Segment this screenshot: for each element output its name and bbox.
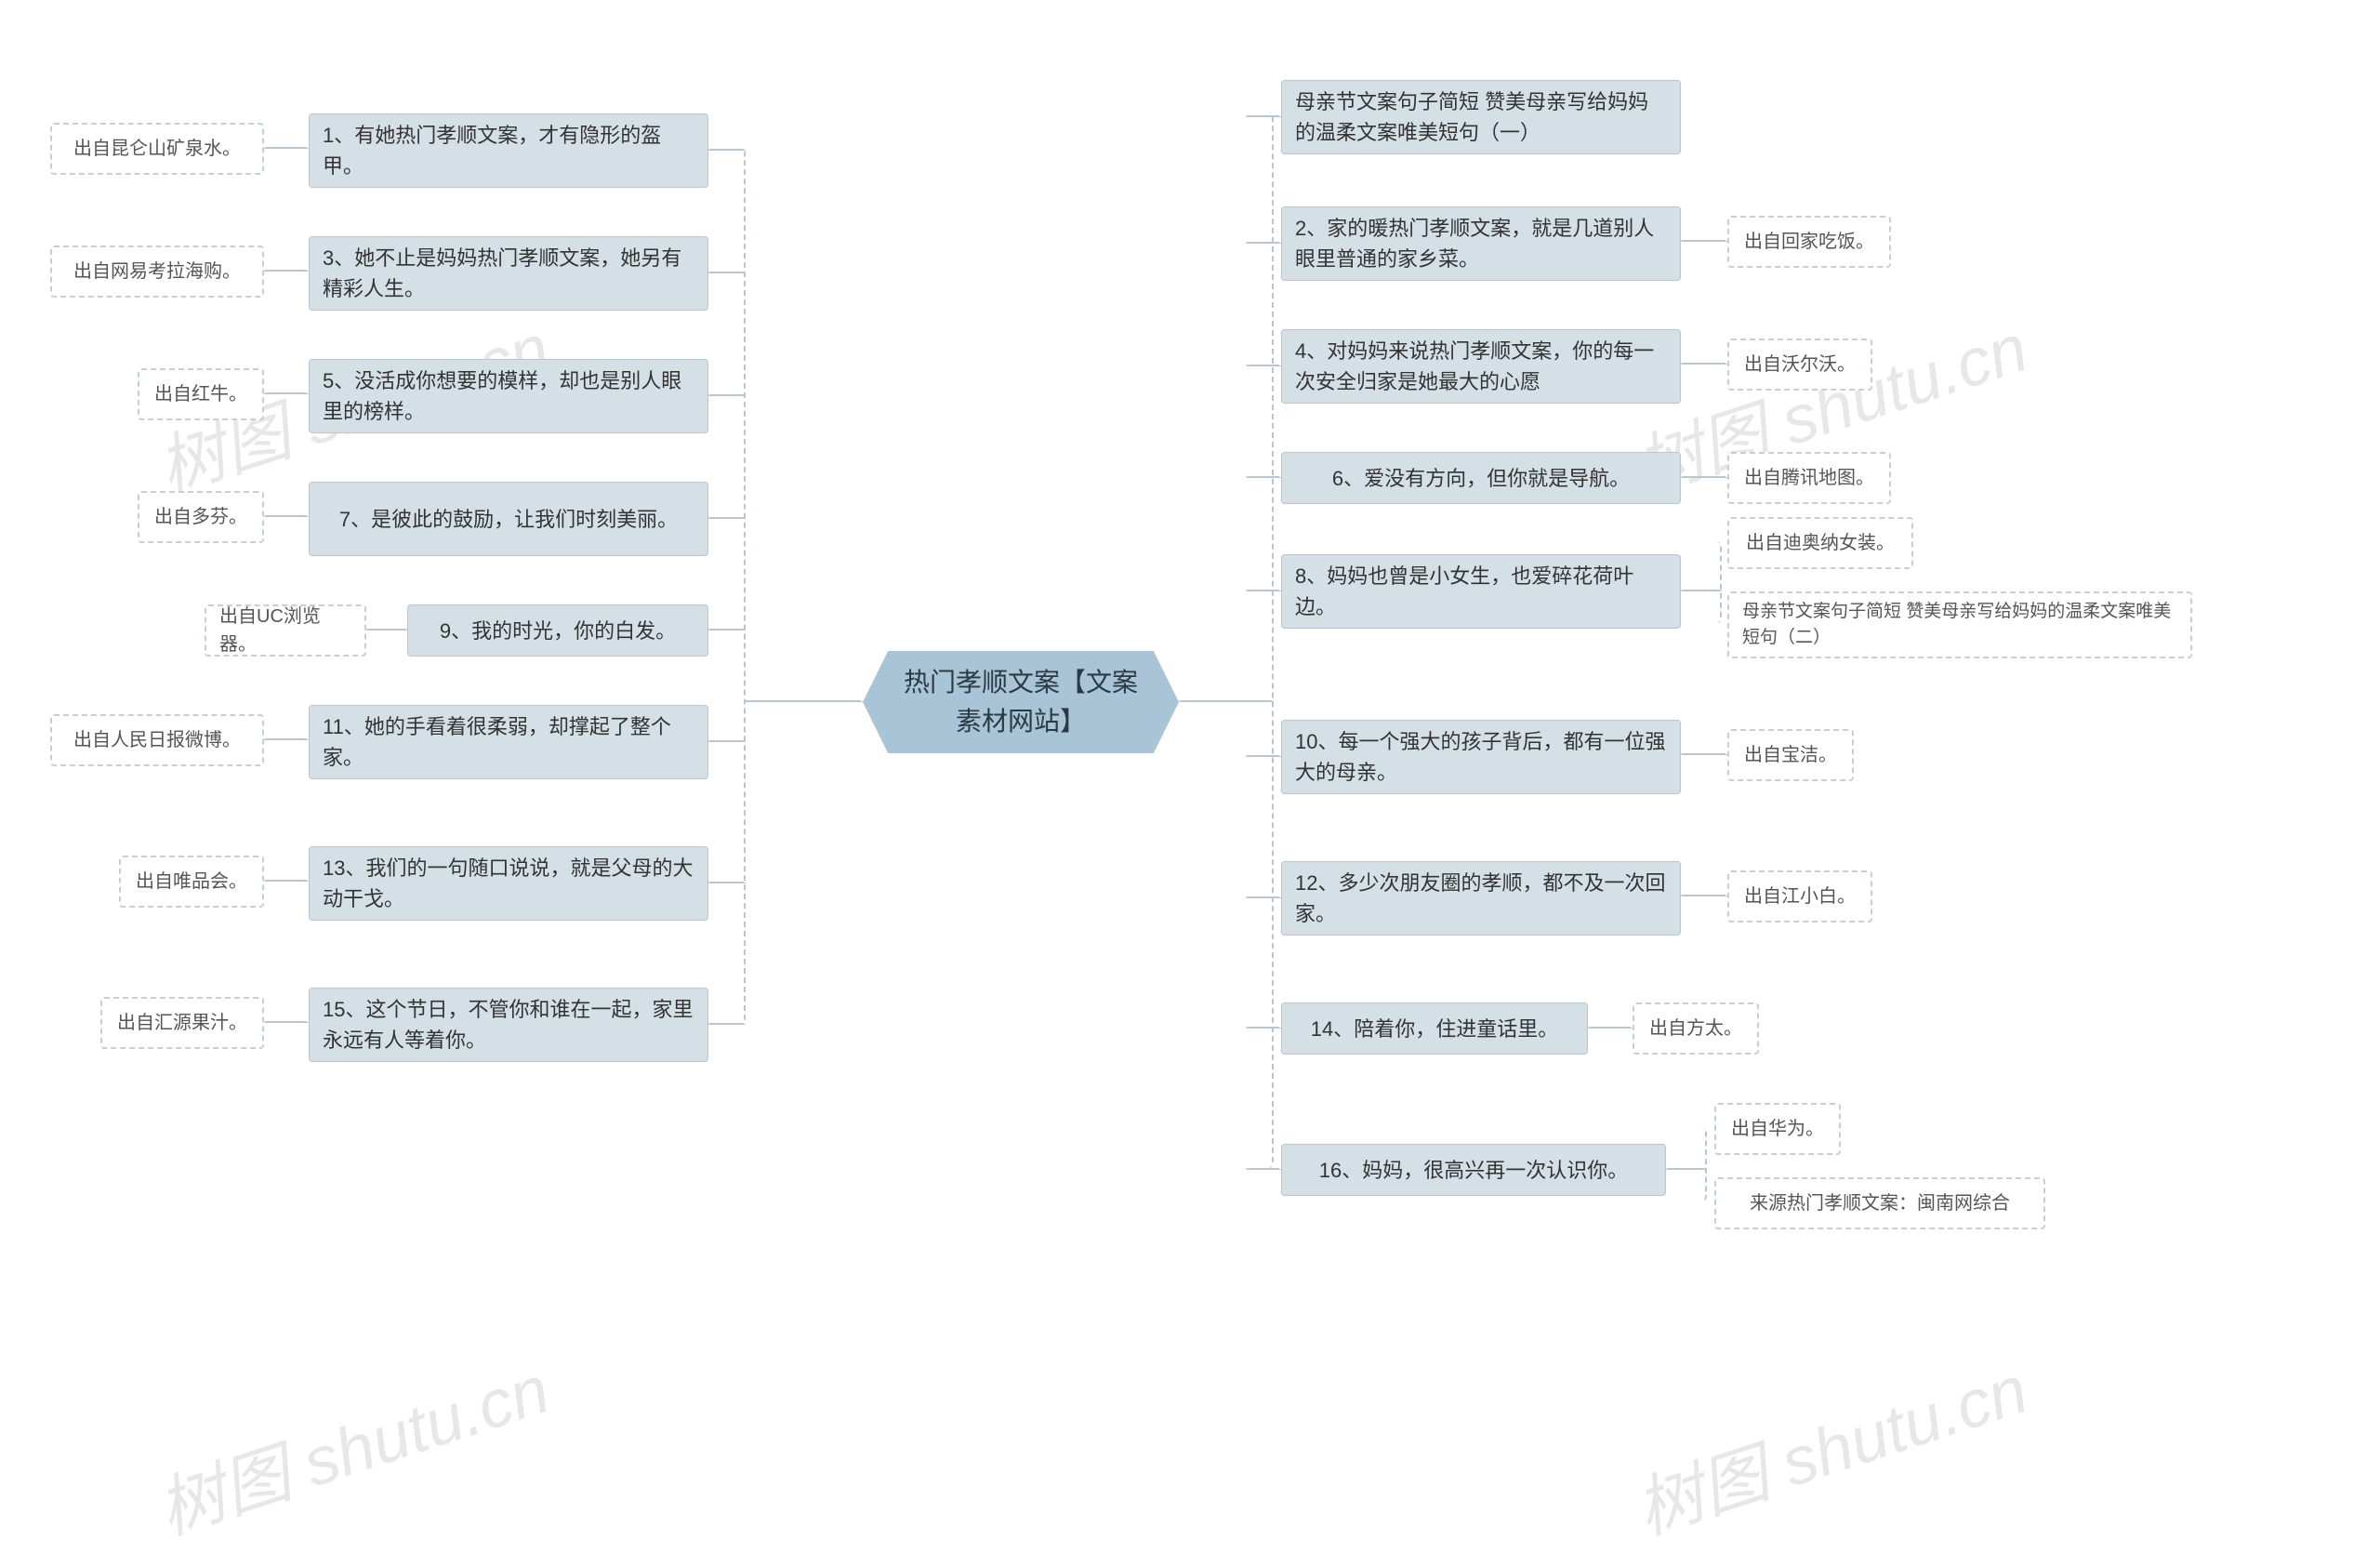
connector [1681, 753, 1727, 755]
connector [1246, 365, 1281, 366]
leaf-node[interactable]: 来源热门孝顺文案：闽南网综合 [1714, 1177, 2045, 1229]
leaf-node[interactable]: 出自多芬。 [138, 491, 264, 543]
connector [1246, 476, 1281, 478]
branch-node[interactable]: 10、每一个强大的孩子背后，都有一位强大的母亲。 [1281, 720, 1681, 794]
branch-node[interactable]: 8、妈妈也曾是小女生，也爱碎花荷叶边。 [1281, 554, 1681, 629]
connector [1681, 895, 1727, 896]
connector [744, 149, 855, 1023]
leaf-node[interactable]: 出自人民日报微博。 [50, 714, 264, 766]
branch-node[interactable]: 6、爱没有方向，但你就是导航。 [1281, 452, 1681, 504]
watermark: 树图 shutu.cn [143, 1334, 559, 1553]
connector [744, 700, 863, 702]
connector [1666, 1168, 1707, 1170]
connector [264, 1021, 309, 1023]
connector [1246, 242, 1281, 244]
connector [1179, 700, 1274, 702]
branch-node[interactable]: 12、多少次朋友圈的孝顺，都不及一次回家。 [1281, 861, 1681, 936]
connector [1246, 1027, 1281, 1029]
branch-node[interactable]: 母亲节文案句子简短 赞美母亲写给妈妈的温柔文案唯美短句（一） [1281, 80, 1681, 154]
branch-node[interactable]: 14、陪着你，住进童话里。 [1281, 1002, 1588, 1055]
connector [1246, 896, 1281, 898]
branch-node[interactable]: 1、有她热门孝顺文案，才有隐形的盔甲。 [309, 113, 708, 188]
leaf-node[interactable]: 出自沃尔沃。 [1727, 338, 1872, 391]
connector [264, 392, 309, 394]
branch-node[interactable]: 13、我们的一句随口说说，就是父母的大动干戈。 [309, 846, 708, 921]
branch-node[interactable]: 3、她不止是妈妈热门孝顺文案，她另有精彩人生。 [309, 236, 708, 311]
branch-node[interactable]: 2、家的暖热门孝顺文案，就是几道别人眼里普通的家乡菜。 [1281, 206, 1681, 281]
connector [708, 882, 746, 883]
leaf-node[interactable]: 出自迪奥纳女装。 [1727, 517, 1913, 569]
leaf-node[interactable]: 出自宝洁。 [1727, 729, 1854, 781]
connector [264, 270, 309, 272]
leaf-node[interactable]: 出自腾讯地图。 [1727, 452, 1891, 504]
connector [708, 740, 746, 742]
leaf-node[interactable]: 出自江小白。 [1727, 870, 1872, 923]
connector [1681, 476, 1727, 478]
connector [264, 147, 309, 149]
connector [1246, 115, 1281, 117]
connector [1681, 541, 1722, 623]
connector [1246, 755, 1281, 757]
connector [1681, 363, 1727, 365]
branch-node[interactable]: 15、这个节日，不管你和谁在一起，家里永远有人等着你。 [309, 988, 708, 1062]
branch-node[interactable]: 7、是彼此的鼓励，让我们时刻美丽。 [309, 482, 708, 556]
connector [264, 880, 309, 882]
connector [708, 629, 746, 630]
mindmap-canvas: 树图 shutu.cn 树图 shutu.cn 树图 shutu.cn 树图 s… [0, 0, 2380, 1497]
leaf-node[interactable]: 出自回家吃饭。 [1727, 216, 1891, 268]
leaf-node[interactable]: 出自唯品会。 [119, 856, 264, 908]
branch-node[interactable]: 4、对妈妈来说热门孝顺文案，你的每一次安全归家是她最大的心愿 [1281, 329, 1681, 404]
connector [708, 272, 746, 273]
connector [264, 738, 309, 740]
leaf-node[interactable]: 出自方太。 [1633, 1002, 1759, 1055]
connector [1246, 590, 1281, 591]
branch-node[interactable]: 11、她的手看着很柔弱，却撑起了整个家。 [309, 705, 708, 779]
connector [1186, 112, 1274, 1168]
connector [366, 629, 407, 630]
leaf-node[interactable]: 出自UC浏览器。 [205, 604, 366, 657]
connector [1246, 1168, 1281, 1170]
connector [264, 515, 309, 517]
connector [1588, 1027, 1633, 1029]
root-node[interactable]: 热门孝顺文案【文案素材网站】 [863, 651, 1179, 753]
connector [708, 517, 746, 519]
connector [708, 394, 746, 396]
connector [708, 149, 746, 151]
leaf-node[interactable]: 母亲节文案句子简短 赞美母亲写给妈妈的温柔文案唯美短句（二） [1727, 591, 2192, 658]
leaf-node[interactable]: 出自网易考拉海购。 [50, 246, 264, 298]
leaf-node[interactable]: 出自华为。 [1714, 1103, 1841, 1155]
branch-node[interactable]: 9、我的时光，你的白发。 [407, 604, 708, 657]
leaf-node[interactable]: 出自红牛。 [138, 368, 264, 420]
connector [1681, 590, 1722, 591]
watermark: 树图 shutu.cn [1621, 1334, 2037, 1553]
branch-node[interactable]: 5、没活成你想要的模样，却也是别人眼里的榜样。 [309, 359, 708, 433]
branch-node[interactable]: 16、妈妈，很高兴再一次认识你。 [1281, 1144, 1666, 1196]
connector [1666, 1127, 1707, 1201]
leaf-node[interactable]: 出自汇源果汁。 [100, 997, 264, 1049]
leaf-node[interactable]: 出自昆仑山矿泉水。 [50, 123, 264, 175]
connector [1681, 240, 1727, 242]
connector [708, 1023, 746, 1025]
